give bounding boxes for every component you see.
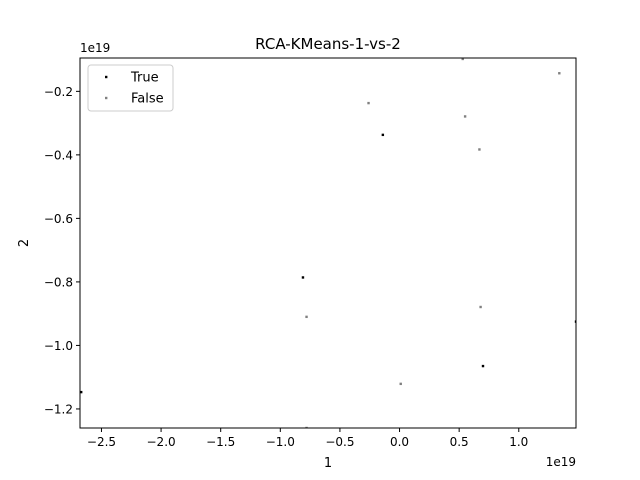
data-points (80, 58, 576, 428)
y-tick-label: −1.2 (44, 402, 73, 416)
y-tick-label: −0.2 (44, 85, 73, 99)
y-tick-label: −1.0 (44, 339, 73, 353)
legend: True False (87, 64, 174, 112)
y-tick-label: −0.6 (44, 212, 73, 226)
x-tick-label: −0.5 (325, 435, 354, 449)
point-false (478, 148, 481, 151)
point-true (80, 390, 83, 394)
x-tick-label: −2.5 (87, 435, 116, 449)
legend-label: False (131, 92, 164, 107)
point-false (367, 101, 370, 105)
point-true (574, 320, 576, 323)
point-true (481, 364, 485, 368)
x-tick-label: 0.0 (390, 435, 409, 449)
x-tick-label: 1.0 (509, 435, 528, 449)
y-tick-label: −0.8 (44, 275, 73, 289)
point-false (305, 315, 308, 319)
point-false (479, 305, 482, 309)
y-tick-label: −0.4 (44, 148, 73, 162)
x-tick-label: −2.0 (147, 435, 176, 449)
x-tick-label: −1.5 (206, 435, 235, 449)
point-false (463, 115, 467, 118)
legend-label: True (130, 71, 159, 86)
point-true (381, 133, 385, 137)
point-false (461, 58, 464, 61)
chart-title: RCA-KMeans-1-vs-2 (255, 35, 401, 53)
x-tick-label: 0.5 (450, 435, 469, 449)
x-axis-offset-label: 1e19 (546, 455, 576, 469)
legend-marker (105, 75, 108, 79)
y-axis-label: 2 (17, 239, 32, 247)
point-false (558, 72, 561, 75)
x-axis-label: 1 (324, 456, 332, 471)
axes-frame (79, 57, 577, 429)
axis-ticks: −2.5 −2.0 −1.5 −1.0 −0.5 0.0 0.5 1.0 −0.2 −0.4 −0.… (44, 85, 528, 449)
legend-box (87, 64, 174, 112)
point-false (305, 426, 308, 428)
x-tick-label: −1.0 (266, 435, 295, 449)
y-axis-offset-label: 1e19 (80, 41, 110, 55)
point-true (301, 276, 305, 279)
point-false (399, 382, 402, 386)
legend-marker (105, 96, 108, 100)
